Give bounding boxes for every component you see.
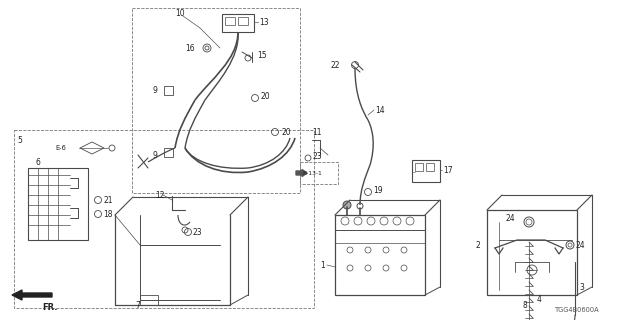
Text: 20: 20 [281, 127, 291, 137]
Bar [28, 168, 88, 240]
Text: 9: 9 [152, 150, 157, 159]
Text: 3: 3 [579, 284, 584, 292]
Bar [140, 295, 158, 305]
Text: B-13-1: B-13-1 [302, 171, 322, 175]
Circle shape [343, 201, 351, 209]
Bar [238, 17, 248, 25]
Text: 5: 5 [17, 135, 22, 145]
Bar [300, 162, 338, 184]
Text: 23: 23 [312, 151, 322, 161]
Bar [225, 17, 235, 25]
Bar [132, 8, 300, 193]
FancyArrow shape [296, 170, 307, 177]
Text: 7: 7 [135, 301, 140, 310]
Text: 6: 6 [35, 157, 40, 166]
Bar [415, 163, 423, 171]
Text: 18: 18 [103, 210, 113, 219]
Bar [222, 14, 254, 32]
Text: 24: 24 [575, 241, 584, 250]
Text: 8: 8 [523, 300, 527, 309]
Text: 11: 11 [312, 127, 321, 137]
Bar [487, 210, 577, 295]
Text: 23: 23 [192, 228, 202, 236]
Text: 21: 21 [103, 196, 113, 204]
Text: 9: 9 [152, 85, 157, 94]
Bar [14, 130, 314, 308]
Text: 14: 14 [375, 106, 385, 115]
Text: 10: 10 [175, 9, 184, 18]
Text: 2: 2 [476, 241, 480, 250]
Text: 4: 4 [537, 295, 542, 305]
Text: 20: 20 [260, 92, 269, 100]
Bar [335, 215, 425, 295]
Text: 16: 16 [186, 44, 195, 52]
Text: 17: 17 [443, 165, 452, 174]
Text: 24: 24 [506, 213, 515, 222]
Text: TGG4B0600A: TGG4B0600A [555, 307, 600, 313]
FancyArrow shape [12, 290, 52, 300]
Text: 19: 19 [373, 186, 383, 195]
Text: 12: 12 [155, 190, 164, 199]
Bar [163, 148, 173, 156]
Text: 22: 22 [330, 60, 340, 69]
Bar [426, 163, 434, 171]
Text: FR.: FR. [42, 303, 58, 313]
Text: 15: 15 [257, 51, 267, 60]
Bar [412, 160, 440, 182]
Text: 13: 13 [259, 18, 269, 27]
Text: 1: 1 [320, 260, 324, 269]
Text: E-6: E-6 [55, 145, 66, 151]
Bar [163, 85, 173, 94]
